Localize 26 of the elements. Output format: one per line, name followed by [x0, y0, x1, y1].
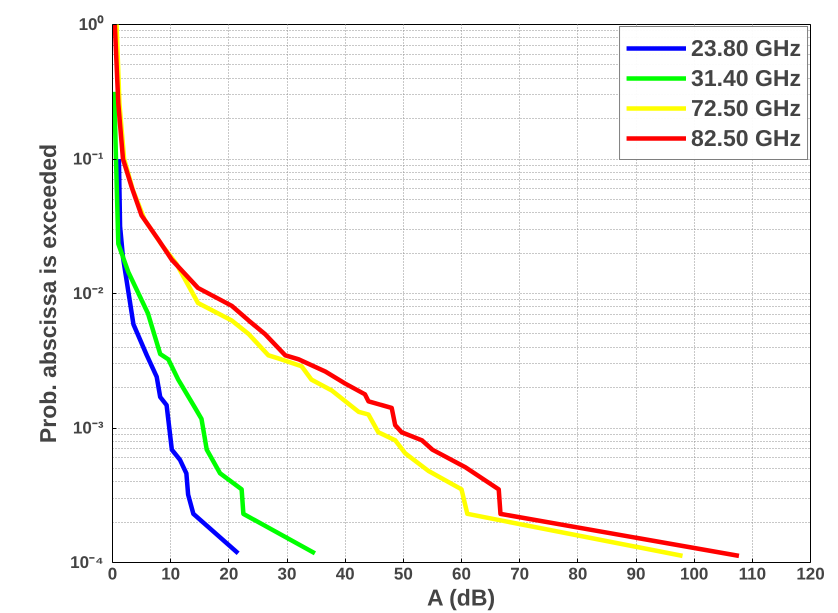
- line-series: [116, 156, 240, 556]
- x-tick-label: 40: [336, 564, 355, 584]
- y-tick-label: 10⁰: [78, 15, 104, 34]
- x-tick-label: 90: [626, 564, 646, 584]
- legend-label: 82.50 GHz: [691, 124, 801, 152]
- x-tick-label: 60: [452, 564, 471, 584]
- x-tick-label: 80: [568, 564, 588, 584]
- x-tick-label: 110: [738, 564, 766, 584]
- y-tick-label: 10⁻¹: [72, 150, 104, 168]
- x-tick-label: 100: [680, 564, 708, 584]
- x-tick-label: 30: [278, 564, 296, 584]
- legend-label: 31.40 GHz: [691, 64, 801, 92]
- y-tick-label: 10⁻⁴: [70, 553, 104, 572]
- legend-label: 23.80 GHz: [691, 34, 801, 62]
- x-tick-label: 120: [796, 564, 825, 584]
- legend-label: 72.50 GHz: [691, 94, 801, 122]
- x-tick-label: 0: [108, 564, 118, 584]
- x-tick-label: 10: [161, 564, 180, 584]
- x-axis-title: A (dB): [427, 584, 496, 610]
- y-axis-title: Prob. abscissa is exceeded: [35, 144, 62, 444]
- x-tick-label: 20: [219, 564, 238, 584]
- y-tick-label: 10⁻²: [72, 284, 104, 303]
- x-tick-label: 70: [510, 564, 530, 584]
- line-series: [112, 90, 318, 556]
- x-tick-label: 50: [394, 564, 413, 584]
- y-tick-label: 10⁻³: [72, 418, 104, 438]
